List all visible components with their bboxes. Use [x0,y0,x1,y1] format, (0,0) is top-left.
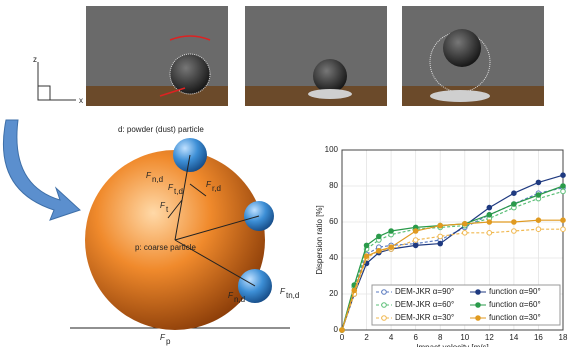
arrow [3,120,80,220]
coarse-label: p: coarse particle [135,243,196,252]
x-tick-label: 16 [534,333,543,342]
axis-x-label: x [79,96,83,105]
data-point [438,234,443,239]
y-tick-label: 0 [334,325,339,334]
legend-label: function α=90° [489,287,541,296]
legend-label: function α=60° [489,300,541,309]
data-point [377,234,382,239]
data-point [462,222,467,227]
sim-panel [402,6,544,106]
data-point [364,243,369,248]
force-subscript: n,d [152,175,163,184]
data-point [512,202,517,207]
y-axis-label: Dispersion ratio [%] [315,205,324,274]
data-point [389,229,394,234]
y-tick-label: 100 [325,145,339,154]
x-tick-label: 0 [340,333,345,342]
chart: 0 20 40 60 80 100 0 2 4 6 8 10 12 14 16 18 Impact veloci… [315,145,568,347]
data-point [413,243,418,248]
y-tick-label: 20 [329,289,338,298]
x-tick-label: 14 [509,333,518,342]
sim-panel [245,6,387,106]
force-subscript: p [166,337,171,346]
y-tick-label: 40 [329,253,338,262]
data-point [512,220,517,225]
x-tick-label: 2 [364,333,369,342]
sim-panel [86,6,228,106]
legend-marker [382,290,387,295]
data-point [487,220,492,225]
y-tick-label: 80 [329,181,338,190]
data-point [536,193,541,198]
data-point [413,229,418,234]
x-tick-label: 10 [460,333,469,342]
data-point [536,227,541,232]
data-point [487,231,492,236]
data-point [438,223,443,228]
data-point [536,180,541,185]
legend-marker [382,303,387,308]
force-subscript: t,d [174,187,183,196]
data-point [462,231,467,236]
data-point [413,238,418,243]
data-point [389,245,394,250]
data-point [487,205,492,210]
x-axis-label: Impact velocity [m/s] [416,343,488,347]
data-point [561,184,566,189]
legend-label: DEM-JKR α=60° [395,300,454,309]
axes-icon [38,62,76,100]
legend-label: DEM-JKR α=90° [395,287,454,296]
data-point [561,173,566,178]
data-point [561,218,566,223]
x-tick-label: 4 [389,333,394,342]
legend-label: DEM-JKR α=30° [395,313,454,322]
x-tick-label: 18 [559,333,568,342]
data-point [377,249,382,254]
data-point [512,229,517,234]
force-subscript: r,d [212,184,221,193]
legend-marker [382,316,387,321]
data-point [487,213,492,218]
axis-z-label: z [33,55,37,64]
data-point [364,254,369,259]
data-point [340,328,345,333]
legend-marker [476,316,481,321]
data-point [352,288,357,293]
x-tick-label: 6 [413,333,418,342]
force-subscript: tn,d [286,291,299,300]
force-subscript: n,d [234,295,245,304]
data-point [438,241,443,246]
legend-marker [476,290,481,295]
x-tick-label: 8 [438,333,443,342]
data-point [561,189,566,194]
figure: z x d: powder (dust) particle p: coarse … [0,0,569,347]
legend-label: function α=30° [489,313,541,322]
data-point [536,218,541,223]
y-tick-label: 60 [329,217,338,226]
legend-marker [476,303,481,308]
data-point [512,191,517,196]
x-tick-label: 12 [485,333,494,342]
dust-label: d: powder (dust) particle [118,125,204,134]
data-point [561,227,566,232]
